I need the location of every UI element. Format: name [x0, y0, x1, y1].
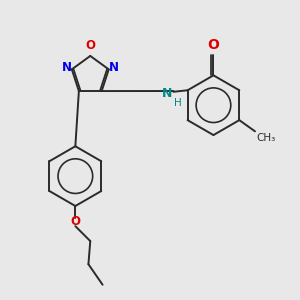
Text: N: N [109, 61, 118, 74]
Text: H: H [174, 98, 182, 108]
Text: O: O [85, 39, 95, 52]
Text: CH₃: CH₃ [256, 133, 276, 143]
Text: N: N [161, 87, 172, 100]
Text: O: O [70, 215, 80, 228]
Text: O: O [208, 38, 219, 52]
Text: N: N [62, 61, 72, 74]
